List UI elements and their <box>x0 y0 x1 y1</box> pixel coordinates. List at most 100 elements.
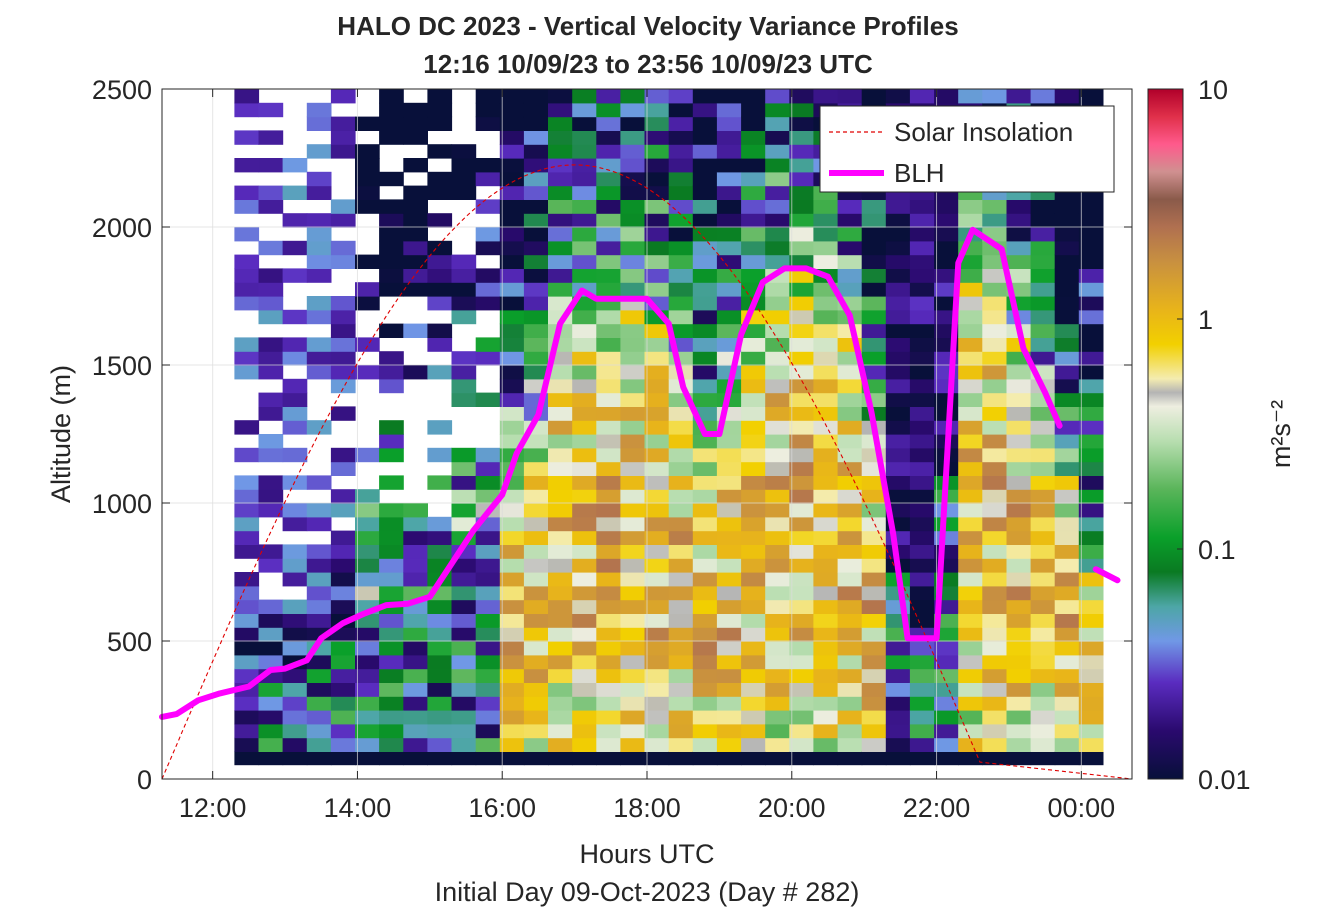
heatmap-cell <box>982 309 1007 325</box>
heatmap-cell <box>813 365 839 380</box>
heatmap-cell <box>282 558 308 573</box>
heatmap-cell <box>234 89 260 104</box>
heatmap-cell <box>813 461 839 476</box>
heatmap-cell <box>475 240 501 256</box>
heatmap-cell <box>499 378 525 394</box>
heatmap-cell <box>765 365 790 380</box>
heatmap-cell <box>958 599 983 614</box>
heatmap-cell <box>427 337 453 352</box>
heatmap-cell <box>306 171 332 187</box>
heatmap-cell <box>789 227 814 242</box>
legend: Solar Insolation BLH <box>819 105 1115 193</box>
heatmap-cell <box>692 461 718 476</box>
heatmap-cell <box>596 599 621 614</box>
heatmap-cell <box>379 89 404 104</box>
heatmap-cell <box>620 254 646 269</box>
heatmap-cell <box>668 710 694 725</box>
heatmap-cell <box>1078 420 1104 435</box>
heatmap-cell <box>523 544 549 559</box>
heatmap-cell <box>644 89 670 104</box>
heatmap-cell <box>861 613 887 628</box>
heatmap-cell <box>1030 337 1056 352</box>
heatmap-cell <box>620 530 646 545</box>
heatmap-cell <box>1054 365 1080 380</box>
heatmap-cell <box>644 185 670 200</box>
heatmap-cell <box>716 613 742 628</box>
heatmap-cell <box>861 751 887 766</box>
heatmap-cell <box>765 447 790 463</box>
heatmap-cell <box>234 158 260 173</box>
heatmap-cell <box>934 723 959 739</box>
heatmap-cell <box>451 282 477 297</box>
heatmap-cell <box>692 558 718 573</box>
heatmap-cell <box>692 144 718 159</box>
heatmap-cell <box>1030 351 1056 366</box>
heatmap-cell <box>499 296 525 311</box>
heatmap-cell <box>306 654 332 670</box>
heatmap-cell <box>765 434 790 449</box>
heatmap-cell <box>765 296 790 311</box>
heatmap-cell <box>620 558 646 573</box>
heatmap-cell <box>475 599 501 614</box>
heatmap-cell <box>1078 489 1104 504</box>
heatmap-cell <box>837 365 863 380</box>
heatmap-cell <box>499 585 525 601</box>
heatmap-cell <box>765 682 790 697</box>
heatmap-cell <box>692 185 718 200</box>
heatmap-cell <box>1054 475 1080 490</box>
heatmap-cell <box>909 585 935 601</box>
heatmap-cell <box>1078 723 1104 739</box>
heatmap-cell <box>692 116 718 131</box>
heatmap-cell <box>596 682 621 697</box>
heatmap-cell <box>1054 737 1080 752</box>
heatmap-cell <box>644 406 670 421</box>
heatmap-cell <box>427 723 453 739</box>
heatmap-cell <box>548 213 573 228</box>
heatmap-cell <box>403 227 428 242</box>
heatmap-cell <box>572 668 597 683</box>
heatmap-cell <box>330 530 356 545</box>
heatmap-cell <box>861 227 887 242</box>
heatmap-cell <box>1078 89 1104 104</box>
heatmap-cell <box>258 627 284 642</box>
heatmap-cell <box>934 227 959 242</box>
heatmap-cell <box>379 475 404 490</box>
heatmap-cell <box>668 627 694 642</box>
heatmap-cell <box>789 171 814 187</box>
heatmap-cell <box>934 737 959 752</box>
heatmap-cell <box>523 585 549 601</box>
heatmap-cell <box>958 641 983 656</box>
heatmap-cell <box>765 544 790 559</box>
heatmap-cell <box>1054 378 1080 394</box>
heatmap-cell <box>934 682 959 697</box>
heatmap-cell <box>282 240 308 256</box>
heatmap-cell <box>789 199 814 214</box>
heatmap-cell <box>644 323 670 338</box>
heatmap-cell <box>572 227 597 242</box>
heatmap-cell <box>403 682 428 697</box>
heatmap-cell <box>1006 420 1032 435</box>
heatmap-cell <box>692 503 718 518</box>
heatmap-cell <box>982 392 1007 407</box>
heatmap-cell <box>885 337 911 352</box>
heatmap-cell <box>1030 199 1056 214</box>
heatmap-cell <box>596 558 621 573</box>
heatmap-cell <box>282 420 308 435</box>
heatmap-cell <box>885 268 911 283</box>
heatmap-cell <box>330 240 356 256</box>
heatmap-cell <box>258 309 284 325</box>
heatmap-cell <box>692 351 718 366</box>
heatmap-cell <box>330 213 356 228</box>
heatmap-cell <box>330 199 356 214</box>
heatmap-cell <box>523 475 549 490</box>
heatmap-cell <box>885 751 911 766</box>
heatmap-cell <box>596 544 621 559</box>
heatmap-cell <box>403 503 428 518</box>
heatmap-cell <box>741 641 766 656</box>
heatmap-cell <box>1054 268 1080 283</box>
heatmap-cell <box>1078 434 1104 449</box>
colorbar-label: m²s⁻² <box>1266 400 1296 468</box>
heatmap-cell <box>958 723 983 739</box>
heatmap-cell <box>499 199 525 214</box>
heatmap-cell <box>837 268 863 283</box>
